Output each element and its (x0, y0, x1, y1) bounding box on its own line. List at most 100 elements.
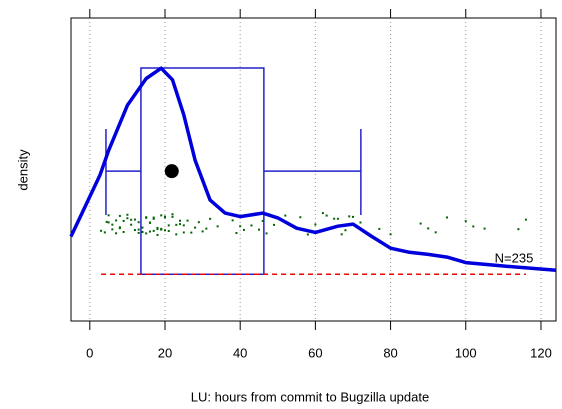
data-point (179, 219, 182, 222)
x-tick-label: 0 (86, 345, 93, 360)
data-point (524, 218, 527, 221)
data-point (171, 213, 174, 216)
count-label: N=235 (495, 250, 534, 265)
data-point (284, 214, 287, 217)
data-point (126, 213, 129, 216)
data-point (163, 215, 166, 218)
data-point (517, 228, 520, 231)
data-point (152, 216, 155, 219)
data-point (235, 232, 238, 235)
data-point (171, 215, 174, 218)
data-point (483, 227, 486, 230)
data-point (265, 232, 268, 235)
data-point (389, 233, 392, 236)
data-point (137, 228, 140, 231)
data-point (190, 231, 193, 234)
data-point (137, 221, 140, 224)
data-point (182, 224, 185, 227)
data-point (427, 227, 430, 230)
data-point (340, 233, 343, 236)
data-point (133, 229, 136, 232)
data-point (325, 214, 328, 217)
data-point (273, 223, 276, 226)
data-point (201, 230, 204, 233)
x-tick-label: 120 (530, 345, 552, 360)
x-tick-label: 80 (383, 345, 397, 360)
data-point (115, 232, 118, 235)
data-point (250, 224, 253, 227)
data-point (464, 220, 467, 223)
data-point (359, 221, 362, 224)
data-point (156, 233, 159, 236)
data-point (141, 230, 144, 233)
data-point (107, 221, 110, 224)
x-tick-label: 100 (455, 345, 477, 360)
data-point (239, 225, 242, 228)
data-point (100, 229, 103, 232)
data-point (152, 229, 155, 232)
data-point (137, 231, 140, 234)
data-point (156, 226, 159, 229)
data-point (148, 230, 151, 233)
data-point (216, 225, 219, 228)
data-point (434, 231, 437, 234)
data-point (145, 232, 148, 235)
data-point (194, 226, 197, 229)
data-point (118, 226, 121, 229)
data-point (261, 219, 264, 222)
data-point (348, 215, 351, 218)
data-point (209, 217, 212, 220)
data-point (351, 215, 354, 218)
data-point (148, 221, 151, 224)
data-point (118, 214, 121, 217)
data-point (105, 220, 108, 223)
y-axis-label: density (15, 149, 30, 191)
data-point (344, 229, 347, 232)
x-tick-label: 40 (233, 345, 247, 360)
data-point (257, 228, 260, 231)
data-point (314, 223, 317, 226)
data-point (122, 230, 125, 233)
data-point (160, 228, 163, 231)
x-tick-label: 60 (308, 345, 322, 360)
data-point (231, 219, 234, 222)
data-point (197, 221, 200, 224)
data-point (167, 224, 170, 227)
mean-dot (164, 164, 179, 179)
data-point (133, 218, 136, 221)
x-axis-label: LU: hours from commit to Bugzilla update (191, 389, 429, 404)
data-point (175, 223, 178, 226)
data-point (145, 216, 148, 219)
data-point (445, 216, 448, 219)
plot-frame (70, 17, 557, 322)
data-point (152, 217, 155, 220)
data-point (378, 227, 381, 230)
data-point (182, 231, 185, 234)
data-point (472, 225, 475, 228)
data-point (130, 218, 133, 221)
data-point (156, 228, 159, 231)
data-point (111, 228, 114, 231)
data-point (175, 233, 178, 236)
data-point (333, 217, 336, 220)
data-point (419, 222, 422, 225)
box (140, 67, 265, 276)
data-point (122, 219, 125, 222)
data-point (299, 216, 302, 219)
data-point (130, 223, 133, 226)
data-point (167, 229, 170, 232)
data-point (115, 219, 118, 222)
data-point (111, 223, 114, 226)
data-point (242, 228, 245, 231)
data-point (126, 217, 129, 220)
data-point (163, 229, 166, 232)
data-point (160, 214, 163, 217)
data-point (103, 231, 106, 234)
data-point (336, 217, 339, 220)
data-point (186, 219, 189, 222)
data-point (205, 227, 208, 230)
data-point (321, 212, 324, 215)
data-point (141, 226, 144, 229)
data-point (306, 233, 309, 236)
